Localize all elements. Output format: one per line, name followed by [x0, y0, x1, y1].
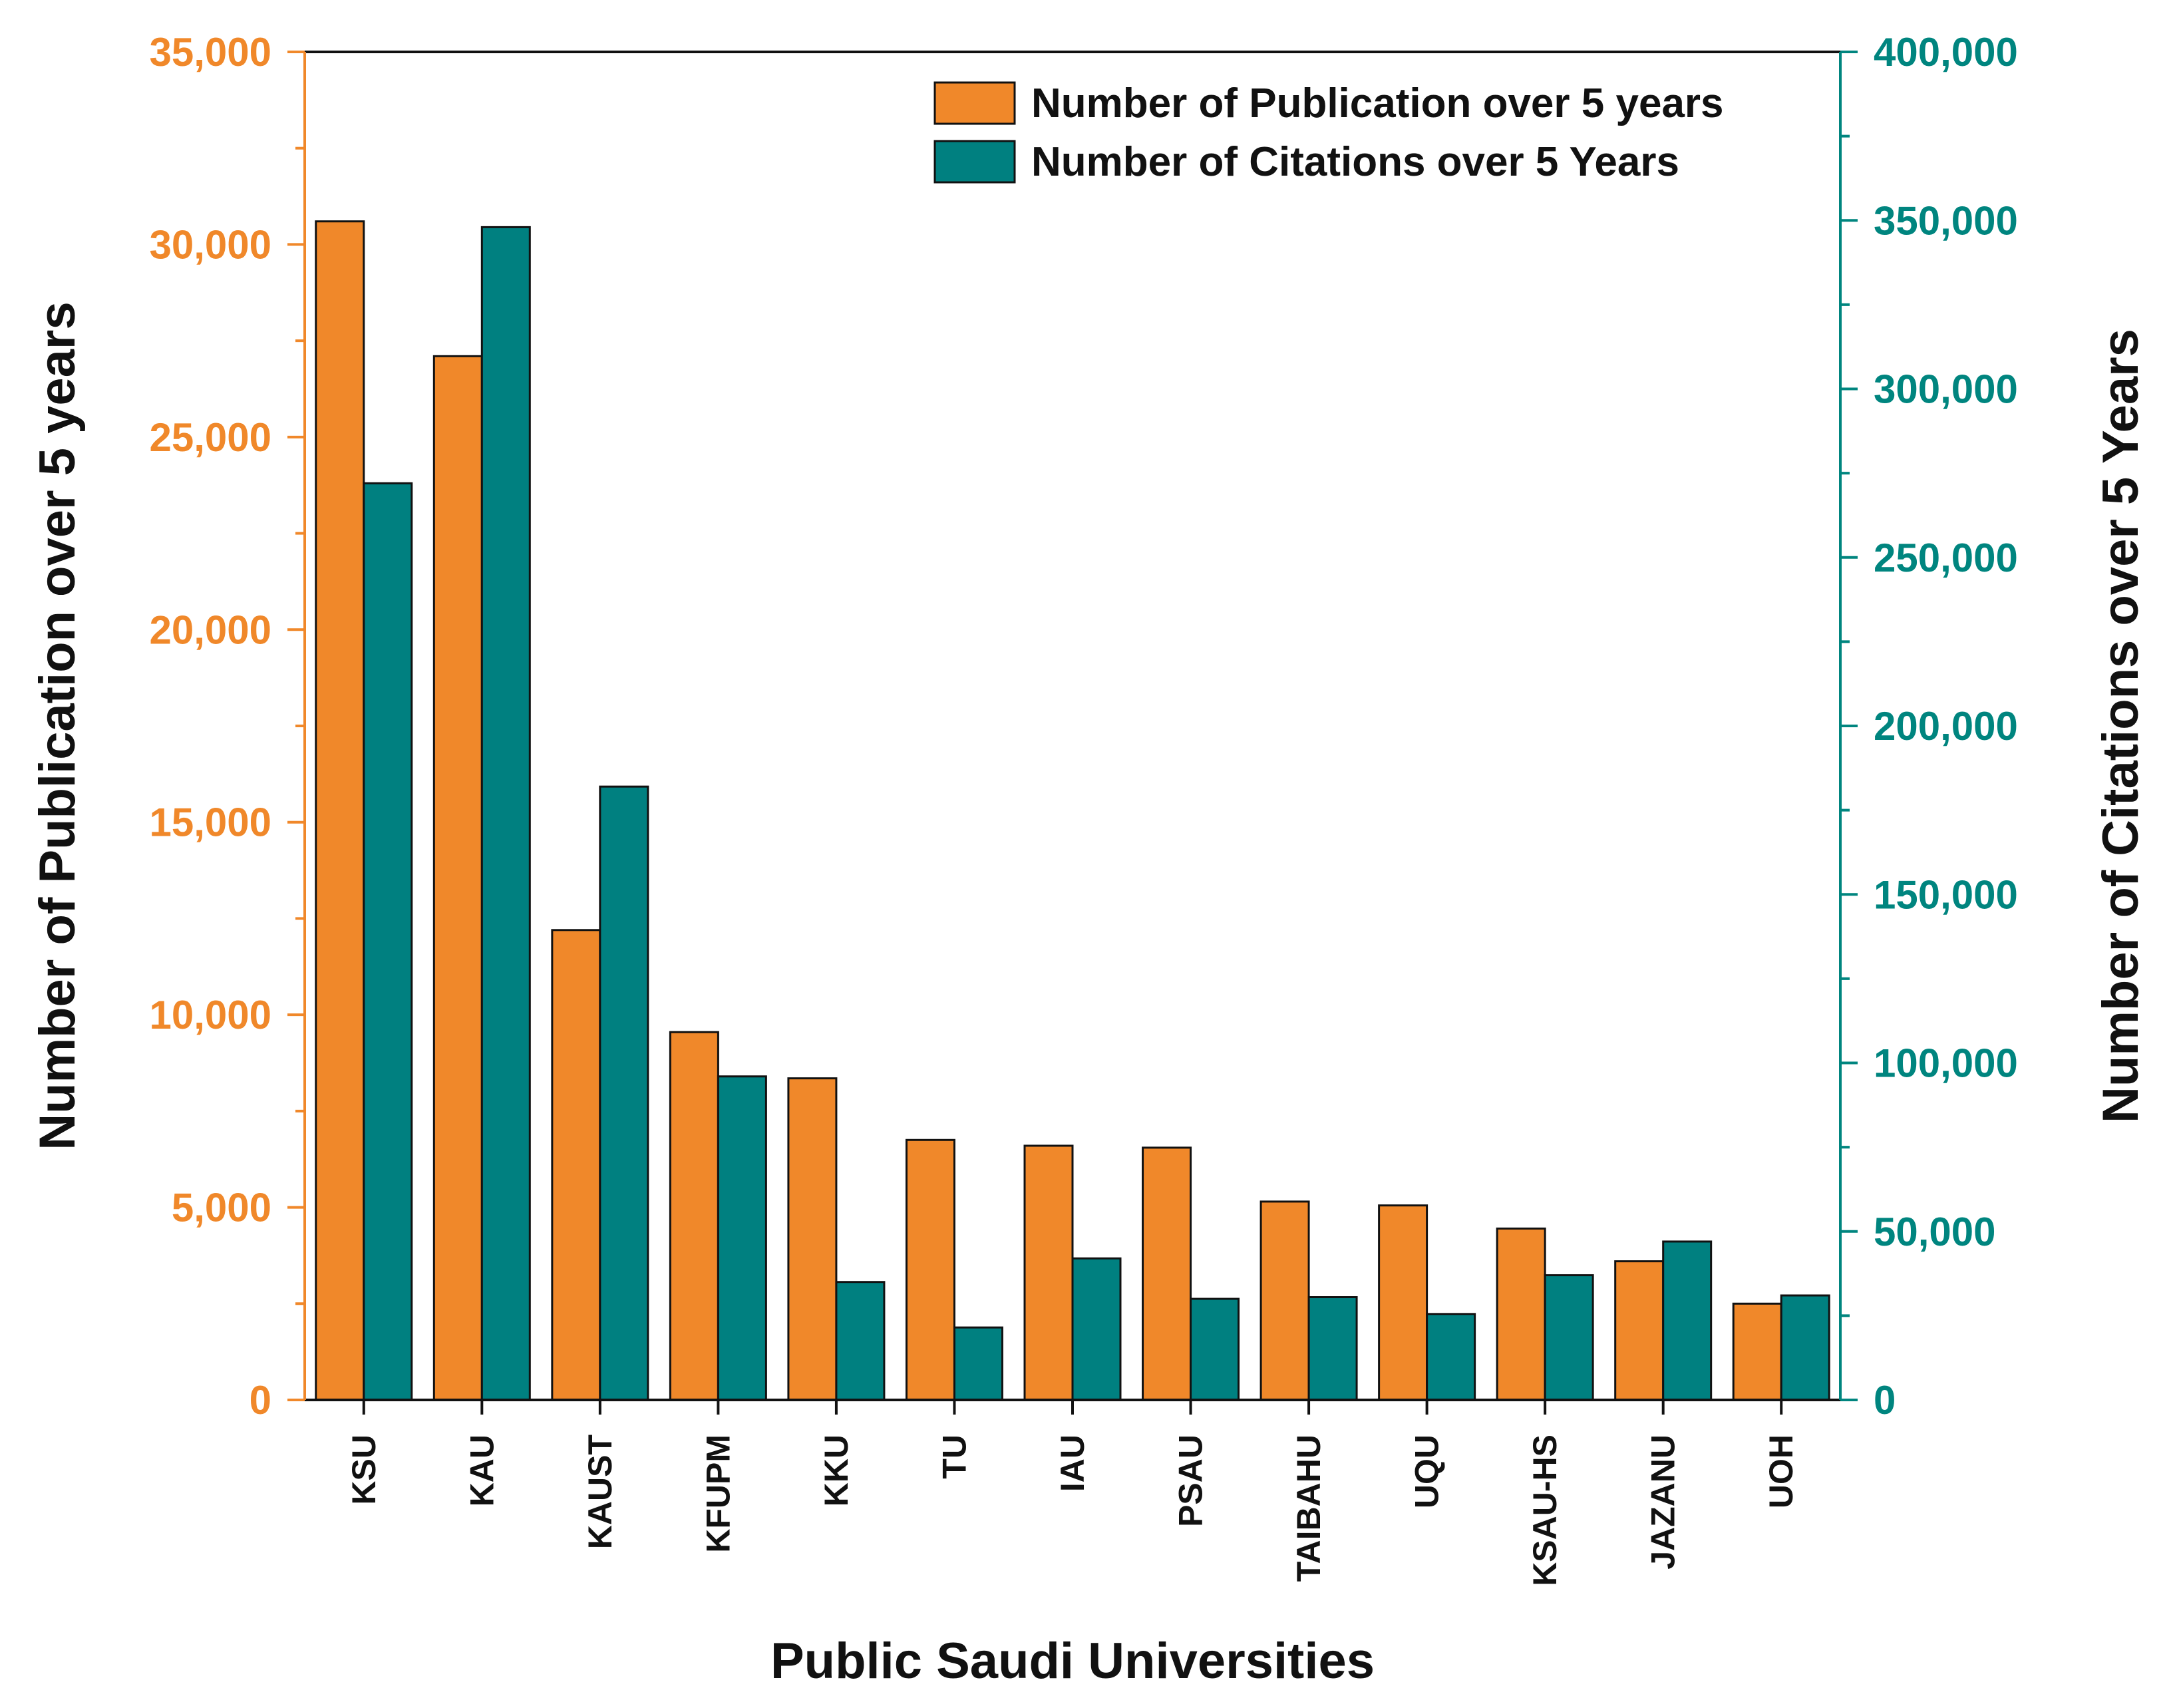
- category-label-uqu: UQU: [1409, 1435, 1446, 1508]
- legend-label-citations: Number of Citations over 5 Years: [1031, 139, 1679, 185]
- citation-bar-ksu: [363, 482, 413, 1401]
- legend-swatch-citations: [933, 140, 1016, 184]
- right-y-axis-title: Number of Citations over 5 Years: [2092, 329, 2149, 1123]
- citation-bar-taibahu: [1307, 1296, 1358, 1401]
- left-tick-label: 25,000: [149, 415, 271, 460]
- category-label-uoh: UOH: [1762, 1435, 1800, 1508]
- publication-bar-tu: [905, 1138, 955, 1401]
- right-tick-label: 350,000: [1874, 198, 2018, 243]
- citation-bar-psau: [1190, 1297, 1240, 1401]
- publication-bar-uqu: [1378, 1204, 1428, 1401]
- right-tick-label: 100,000: [1874, 1041, 2018, 1086]
- publication-bar-kku: [787, 1077, 838, 1401]
- citation-bar-kau: [480, 226, 531, 1401]
- publication-bar-kau: [432, 355, 483, 1401]
- left-y-axis-title: Number of Publication over 5 years: [29, 301, 86, 1150]
- left-tick-label: 15,000: [149, 800, 271, 845]
- publication-bar-iau: [1023, 1144, 1074, 1401]
- left-tick-label: 35,000: [149, 30, 271, 75]
- publication-bar-uoh: [1732, 1302, 1782, 1401]
- right-tick-label: 200,000: [1874, 704, 2018, 749]
- citation-bar-uoh: [1780, 1294, 1830, 1401]
- category-label-kaust: KAUST: [582, 1435, 619, 1549]
- citation-bar-kfupm: [717, 1075, 767, 1401]
- left-tick-label: 20,000: [149, 607, 271, 652]
- right-tick-label: 250,000: [1874, 536, 2018, 580]
- category-label-tu: TU: [935, 1435, 973, 1479]
- citation-bar-jazanu: [1662, 1240, 1713, 1401]
- category-label-psau: PSAU: [1172, 1435, 1210, 1527]
- citation-bar-iau: [1071, 1257, 1122, 1401]
- citation-bar-ksau-hs: [1544, 1274, 1594, 1401]
- left-tick-label: 0: [250, 1378, 271, 1423]
- citation-bar-uqu: [1426, 1313, 1476, 1401]
- category-label-ksau-hs: KSAU-HS: [1526, 1435, 1564, 1586]
- category-label-kfupm: KFUPM: [699, 1435, 737, 1553]
- citation-bar-kku: [835, 1281, 886, 1401]
- category-label-taibahu: TAIBAHU: [1290, 1435, 1327, 1582]
- right-tick-label: 150,000: [1874, 872, 2018, 917]
- left-tick-label: 10,000: [149, 993, 271, 1037]
- publication-bar-ksau-hs: [1496, 1227, 1546, 1401]
- publication-bar-ksu: [315, 220, 365, 1401]
- category-label-jazanu: JAZANU: [1645, 1435, 1682, 1570]
- legend-label-publications: Number of Publication over 5 years: [1031, 81, 1724, 126]
- category-label-kku: KKU: [818, 1435, 855, 1506]
- category-label-kau: KAU: [463, 1435, 500, 1506]
- publication-bar-kaust: [551, 929, 601, 1401]
- right-tick-label: 300,000: [1874, 367, 2018, 412]
- right-tick-label: 50,000: [1874, 1210, 1996, 1254]
- publication-bar-jazanu: [1614, 1260, 1665, 1401]
- left-tick-label: 30,000: [149, 222, 271, 267]
- left-tick-label: 5,000: [172, 1186, 271, 1230]
- citation-bar-tu: [953, 1326, 1003, 1401]
- publication-bar-taibahu: [1259, 1200, 1310, 1401]
- publication-bar-kfupm: [669, 1031, 719, 1401]
- citation-bar-kaust: [599, 785, 649, 1401]
- right-tick-label: 400,000: [1874, 30, 2018, 75]
- category-label-ksu: KSU: [345, 1435, 383, 1505]
- x-axis-title: Public Saudi Universities: [770, 1633, 1375, 1689]
- publication-bar-psau: [1142, 1146, 1192, 1401]
- category-label-iau: IAU: [1054, 1435, 1091, 1492]
- legend-swatch-publications: [933, 81, 1016, 125]
- right-tick-label: 0: [1874, 1378, 1896, 1423]
